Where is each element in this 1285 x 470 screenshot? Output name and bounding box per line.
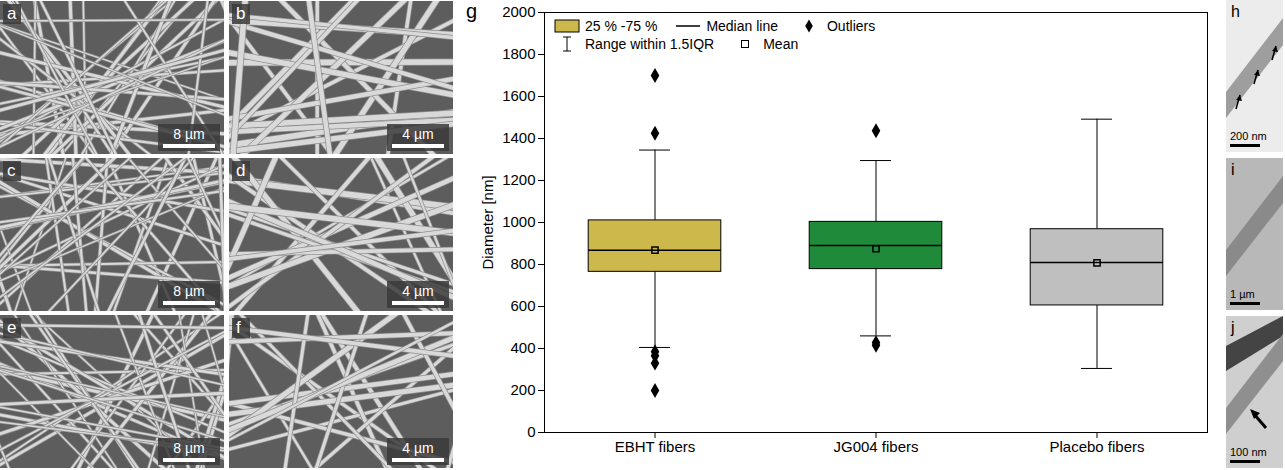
svg-text:JG004 fibers: JG004 fibers bbox=[833, 438, 918, 455]
svg-text:Diameter [nm]: Diameter [nm] bbox=[479, 175, 496, 269]
svg-text:1000: 1000 bbox=[502, 213, 535, 230]
svg-text:400: 400 bbox=[510, 339, 535, 356]
svg-text:f: f bbox=[236, 318, 241, 337]
html-text:Range within 1.5IQR: Range within 1.5IQR bbox=[585, 36, 715, 52]
svg-text:1200: 1200 bbox=[502, 171, 535, 188]
svg-text:1 µm: 1 µm bbox=[1230, 288, 1255, 300]
svg-text:8 µm: 8 µm bbox=[173, 126, 204, 142]
svg-text:j: j bbox=[1230, 319, 1235, 336]
svg-text:c: c bbox=[7, 161, 16, 180]
svg-text:e: e bbox=[7, 318, 16, 337]
svg-text:1600: 1600 bbox=[502, 87, 535, 104]
svg-text:200 nm: 200 nm bbox=[1230, 130, 1267, 142]
html-text:25 % -75 %: 25 % -75 % bbox=[585, 18, 658, 34]
svg-text:1800: 1800 bbox=[502, 45, 535, 62]
svg-text:d: d bbox=[236, 161, 245, 180]
svg-text:4 µm: 4 µm bbox=[402, 126, 433, 142]
svg-text:800: 800 bbox=[510, 255, 535, 272]
svg-text:b: b bbox=[236, 4, 245, 23]
html-text:Mean: Mean bbox=[763, 36, 799, 52]
svg-text:100 nm: 100 nm bbox=[1230, 446, 1267, 458]
svg-text:h: h bbox=[1231, 3, 1240, 20]
svg-text:4 µm: 4 µm bbox=[402, 283, 433, 299]
html-text:g: g bbox=[466, 0, 478, 22]
svg-text:8 µm: 8 µm bbox=[173, 283, 204, 299]
html-text:Median line: Median line bbox=[706, 18, 778, 34]
svg-text:a: a bbox=[7, 4, 17, 23]
svg-text:4 µm: 4 µm bbox=[402, 440, 433, 456]
html-text:Outliers: Outliers bbox=[827, 18, 876, 34]
svg-text:Placebo fibers: Placebo fibers bbox=[1049, 438, 1144, 455]
svg-text:1400: 1400 bbox=[502, 129, 535, 146]
svg-text:600: 600 bbox=[510, 297, 535, 314]
svg-text:2000: 2000 bbox=[502, 3, 535, 20]
svg-text:EBHT fibers: EBHT fibers bbox=[615, 438, 696, 455]
svg-text:0: 0 bbox=[527, 423, 535, 440]
svg-text:200: 200 bbox=[510, 381, 535, 398]
svg-text:8 µm: 8 µm bbox=[173, 440, 204, 456]
svg-text:i: i bbox=[1231, 161, 1235, 178]
